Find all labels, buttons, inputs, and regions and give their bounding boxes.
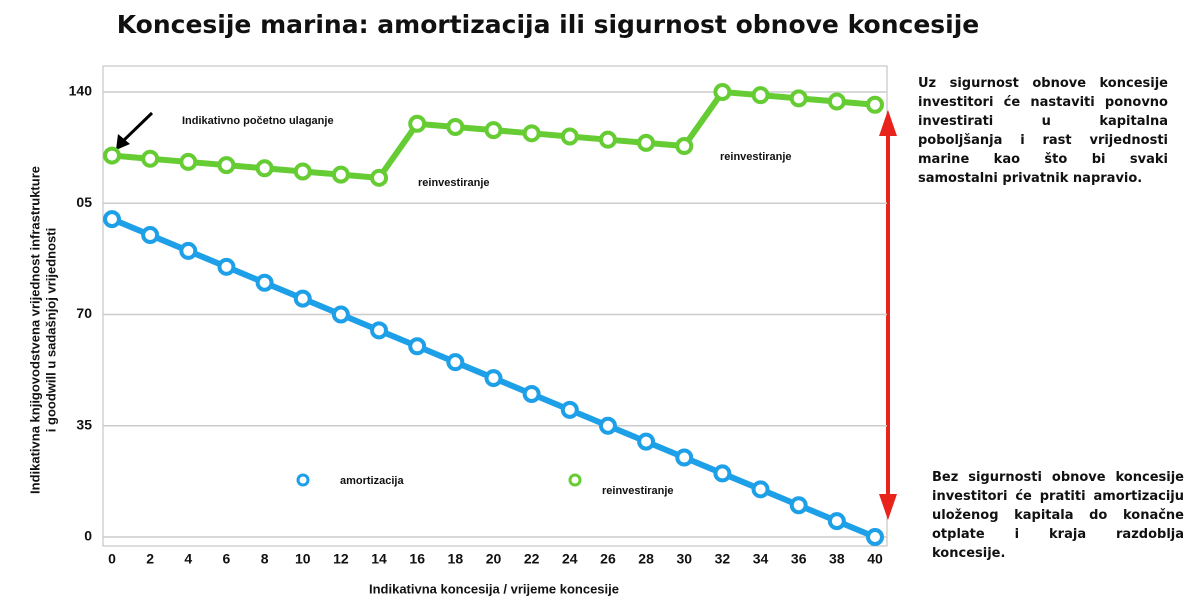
point [141,226,160,245]
point [675,448,694,467]
x-tick-label: 34 [753,551,769,567]
point [751,480,770,499]
y-axis-label: i goodwill u sadašnjoj vrijednosti [43,228,58,432]
y-tick-label: 70 [76,305,92,321]
x-tick-label: 8 [261,551,269,567]
x-tick-label: 0 [108,551,116,567]
point [179,241,198,260]
point [103,210,121,229]
point [713,464,732,483]
point [408,337,427,356]
point [751,86,770,105]
point [141,149,160,168]
point [560,400,579,419]
x-tick-label: 18 [448,551,464,567]
point [866,95,884,114]
point [598,130,617,149]
x-tick-label: 16 [409,551,425,567]
range-arrow-head [879,494,897,520]
x-tick-label: 40 [867,551,883,567]
point [408,114,427,133]
x-tick-label: 12 [333,551,349,567]
point [255,273,274,292]
y-tick-label: 35 [76,416,92,432]
point [484,369,503,388]
x-tick-label: 32 [715,551,731,567]
point [103,146,121,165]
point [370,168,389,187]
point [522,124,541,143]
side-note: Uz sigurnost obnove koncesije investitor… [918,76,1168,186]
point [217,156,236,175]
pointer-arrow [120,111,154,144]
point [637,432,656,451]
point [522,384,541,403]
point [484,121,503,140]
point [827,512,846,531]
x-tick-label: 6 [223,551,231,567]
legend-label: reinvestiranje [602,485,674,497]
point [446,353,465,372]
legend-label: amortizacija [340,475,404,487]
point [866,528,884,546]
annotation: Indikativno početno ulaganje [182,115,334,127]
point [446,117,465,136]
legend-marker [296,473,310,487]
legend-marker [568,473,582,487]
range-arrow-head [879,110,897,136]
x-tick-label: 28 [638,551,654,567]
x-tick-label: 26 [600,551,616,567]
annotation: reinvestiranje [418,177,490,189]
x-tick-label: 20 [486,551,502,567]
point [331,165,350,184]
point [713,83,732,101]
point [255,159,274,178]
x-tick-label: 30 [676,551,692,567]
x-tick-label: 14 [371,551,387,567]
x-tick-label: 2 [146,551,154,567]
point [675,137,694,156]
point [598,416,617,435]
point [331,305,350,324]
annotation: reinvestiranje [720,151,792,163]
x-tick-label: 10 [295,551,311,567]
x-axis-label: Indikativna koncesija / vrijeme koncesij… [369,581,619,596]
point [293,289,312,308]
point [179,152,198,171]
x-tick-label: 36 [791,551,807,567]
chart-title: Koncesije marina: amortizacija ili sigur… [117,10,980,39]
point [637,133,656,152]
x-tick-label: 38 [829,551,845,567]
side-note: Bez sigurnosti obnove koncesije investit… [932,470,1184,561]
point [217,257,236,276]
point [789,89,808,108]
pointer-arrow-head [116,134,130,150]
point [560,127,579,146]
x-tick-label: 4 [184,551,192,567]
x-tick-label: 24 [562,551,578,567]
y-tick-label: 140 [69,83,93,99]
point [293,162,312,181]
y-tick-label: 05 [76,194,92,210]
y-tick-label: 0 [84,528,92,544]
point [789,496,808,515]
point [827,92,846,111]
y-axis-label: Indikativna knjigovodstvena vrijednost i… [27,166,42,494]
point [370,321,389,340]
x-tick-label: 22 [524,551,540,567]
